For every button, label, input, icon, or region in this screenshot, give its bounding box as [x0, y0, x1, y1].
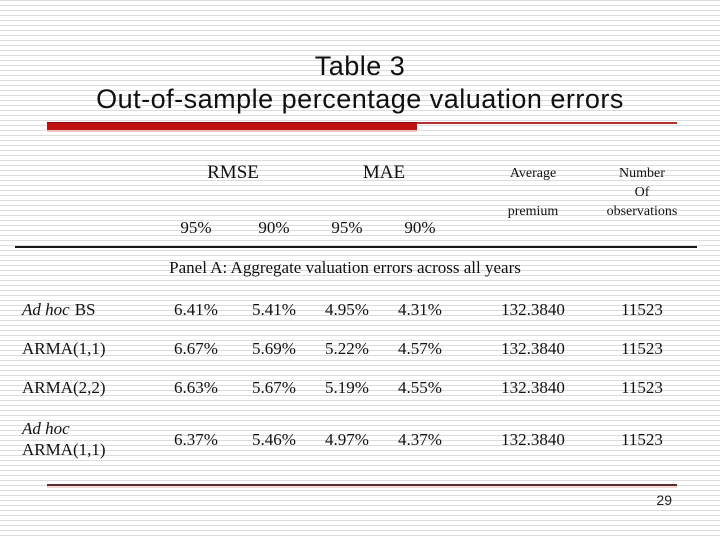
cell-rmse-90: 5.69%: [252, 339, 296, 358]
cell-observations: 11523: [621, 339, 663, 358]
subheader-rmse-95: 95%: [180, 218, 212, 237]
row-label-regular: ARMA(1,1): [22, 339, 106, 358]
row-label-italic: Ad hoc: [22, 300, 70, 319]
cell-mae-95: 5.19%: [325, 378, 369, 397]
column-header-average: Average: [509, 166, 557, 181]
row-label-adhoc-bs: Ad hoc BS: [22, 300, 152, 320]
column-header-observations: Number Of observations: [589, 164, 695, 221]
cell-observations: 11523: [621, 378, 663, 397]
row-label-regular: ARMA(1,1): [22, 440, 106, 459]
cell-average-premium: 132.3840: [501, 339, 565, 358]
subheader-mae-90: 90%: [404, 218, 436, 237]
cell-rmse-90: 5.41%: [252, 300, 296, 319]
cell-mae-90: 4.57%: [398, 339, 442, 358]
subheader-rmse-90: 90%: [258, 218, 290, 237]
slide-title: Table 3 Out-of-sample percentage valuati…: [0, 50, 720, 116]
row-label-regular: BS: [74, 300, 96, 319]
obs-header-line-1: Number: [619, 166, 665, 181]
cell-rmse-95: 6.63%: [174, 378, 218, 397]
cell-rmse-95: 6.37%: [174, 430, 218, 449]
row-label-italic: Ad hoc: [22, 419, 70, 438]
cell-mae-95: 4.95%: [325, 300, 369, 319]
cell-mae-95: 4.97%: [325, 430, 369, 449]
row-label-adhoc-arma11: Ad hoc ARMA(1,1): [22, 418, 152, 460]
subheader-mae-95: 95%: [331, 218, 363, 237]
column-group-rmse: RMSE: [207, 162, 259, 183]
cell-observations: 11523: [621, 430, 663, 449]
cell-observations: 11523: [621, 300, 663, 319]
column-group-mae: MAE: [362, 162, 406, 183]
title-line-1: Table 3: [314, 51, 406, 81]
title-accent-bar: [47, 122, 417, 132]
panel-a-title: Panel A: Aggregate valuation errors acro…: [169, 258, 521, 277]
cell-mae-95: 5.22%: [325, 339, 369, 358]
row-label-arma11: ARMA(1,1): [22, 339, 152, 359]
cell-rmse-90: 5.67%: [252, 378, 296, 397]
title-accent-line: [417, 122, 677, 124]
cell-rmse-95: 6.67%: [174, 339, 218, 358]
column-header-premium: premium: [507, 204, 559, 219]
row-label-arma22: ARMA(2,2): [22, 378, 152, 398]
cell-mae-90: 4.37%: [398, 430, 442, 449]
obs-header-line-3: observations: [606, 204, 678, 219]
cell-mae-90: 4.55%: [398, 378, 442, 397]
cell-rmse-95: 6.41%: [174, 300, 218, 319]
title-line-2: Out-of-sample percentage valuation error…: [96, 84, 624, 114]
row-label-regular: ARMA(2,2): [22, 378, 106, 397]
cell-rmse-90: 5.46%: [252, 430, 296, 449]
cell-average-premium: 132.3840: [501, 378, 565, 397]
footer-rule-shadow: [47, 486, 677, 488]
cell-average-premium: 132.3840: [501, 300, 565, 319]
footer-rule: [47, 484, 677, 486]
obs-header-line-2: Of: [634, 185, 650, 200]
cell-average-premium: 132.3840: [501, 430, 565, 449]
page-number: 29: [656, 492, 672, 508]
table-header-rule: [15, 246, 697, 248]
cell-mae-90: 4.31%: [398, 300, 442, 319]
